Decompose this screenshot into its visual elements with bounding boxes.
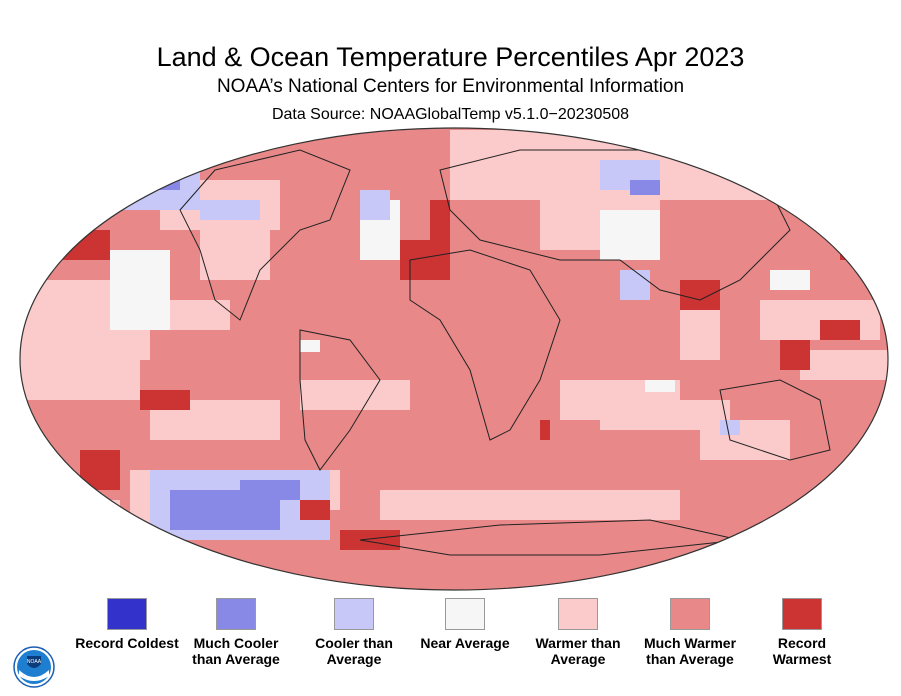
map-cell	[700, 420, 790, 460]
legend-label: Much Warmer than Average	[643, 635, 737, 667]
legend-label: Record Coldest	[75, 635, 179, 651]
map-cell	[300, 500, 330, 520]
map-cell	[80, 450, 120, 490]
legend-swatch	[558, 598, 598, 630]
legend-swatch	[670, 598, 710, 630]
map-cell	[820, 320, 860, 340]
world-temperature-map	[19, 127, 889, 591]
map-cell	[360, 190, 390, 220]
map-cell	[800, 350, 888, 380]
legend-label: Much Cooler than Average	[192, 635, 280, 667]
map-cell	[100, 140, 180, 180]
map-cell	[380, 490, 680, 520]
map-cell	[20, 360, 140, 400]
legend-item: Record Coldest	[72, 598, 182, 651]
map-border	[19, 127, 889, 591]
map-cell	[140, 390, 190, 410]
map-cell	[600, 210, 660, 260]
map-cell	[540, 420, 550, 440]
data-source: Data Source: NOAAGlobalTemp v5.1.0−20230…	[271, 106, 630, 123]
map-title: Land & Ocean Temperature Percentiles Apr…	[156, 42, 745, 72]
map-cell	[630, 180, 660, 195]
map-cell	[200, 230, 270, 280]
map-cell	[645, 380, 675, 392]
map-cell	[240, 480, 300, 500]
legend-swatch	[334, 598, 374, 630]
legend-item: Warmer than Average	[523, 598, 633, 667]
map-cell	[340, 530, 400, 550]
continent-outline	[719, 379, 831, 461]
legend-swatch	[107, 598, 147, 630]
map-cell	[720, 420, 740, 435]
legend-label: Cooler than Average	[315, 635, 393, 667]
continent-outline	[179, 149, 351, 321]
map-cell	[770, 270, 810, 290]
legend-item: Near Average	[410, 598, 520, 651]
map-cell	[680, 280, 720, 310]
legend-swatch	[445, 598, 485, 630]
legend-item: Cooler than Average	[299, 598, 409, 667]
map-cell	[110, 250, 170, 330]
map-subtitle: NOAA’s National Centers for Environmenta…	[216, 76, 685, 97]
legend-swatch	[782, 598, 822, 630]
legend-label: Near Average	[420, 635, 510, 651]
continent-outline	[409, 249, 561, 441]
legend-label: Record Warmest	[772, 635, 832, 667]
map-cell	[620, 270, 650, 300]
map-cell	[200, 200, 260, 220]
legend-item: Record Warmest	[747, 598, 857, 667]
legend-swatch	[216, 598, 256, 630]
map-cell	[300, 380, 410, 410]
map-cell	[400, 240, 450, 280]
map-cell	[120, 160, 200, 210]
map-cell	[840, 240, 870, 260]
map-cell	[50, 230, 110, 260]
map-cell	[680, 310, 720, 360]
svg-text:NOAA: NOAA	[27, 659, 42, 665]
continent-outline	[299, 329, 381, 471]
legend-item: Much Cooler than Average	[181, 598, 291, 667]
noaa-logo: NOAA	[13, 646, 55, 688]
map-cell	[430, 200, 450, 240]
map-cell	[300, 340, 320, 352]
legend-item: Much Warmer than Average	[635, 598, 745, 667]
map-cell	[40, 500, 120, 550]
map-cell	[130, 160, 180, 190]
map-cell	[780, 340, 810, 370]
legend-label: Warmer than Average	[535, 635, 621, 667]
